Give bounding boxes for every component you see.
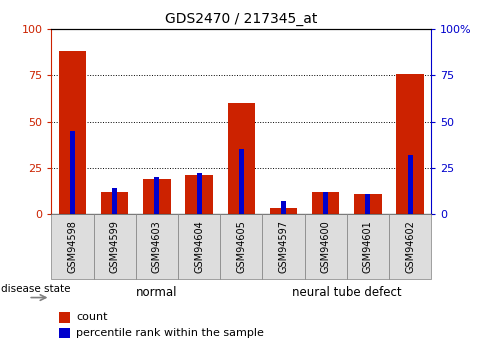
- Bar: [112, 188, 117, 214]
- Text: GSM94598: GSM94598: [68, 220, 77, 273]
- Bar: [323, 192, 328, 214]
- FancyBboxPatch shape: [305, 214, 347, 279]
- Text: GSM94601: GSM94601: [363, 220, 373, 273]
- Bar: [396, 73, 424, 214]
- Text: GSM94599: GSM94599: [110, 220, 120, 273]
- Text: percentile rank within the sample: percentile rank within the sample: [76, 328, 264, 338]
- FancyBboxPatch shape: [220, 214, 263, 279]
- Bar: [185, 175, 213, 214]
- Bar: [312, 192, 340, 214]
- Bar: [366, 194, 370, 214]
- FancyBboxPatch shape: [389, 214, 431, 279]
- Bar: [59, 51, 86, 214]
- Bar: [154, 177, 159, 214]
- Bar: [70, 131, 75, 214]
- FancyBboxPatch shape: [94, 214, 136, 279]
- FancyBboxPatch shape: [136, 214, 178, 279]
- Bar: [196, 173, 202, 214]
- Title: GDS2470 / 217345_at: GDS2470 / 217345_at: [165, 11, 318, 26]
- FancyBboxPatch shape: [347, 214, 389, 279]
- Bar: [59, 328, 71, 338]
- FancyBboxPatch shape: [263, 214, 305, 279]
- Bar: [101, 192, 128, 214]
- Text: normal: normal: [136, 286, 178, 299]
- Bar: [59, 312, 71, 323]
- Text: disease state: disease state: [1, 284, 71, 294]
- Bar: [281, 201, 286, 214]
- Text: GSM94603: GSM94603: [152, 220, 162, 273]
- Text: GSM94605: GSM94605: [236, 220, 246, 273]
- Text: GSM94602: GSM94602: [405, 220, 415, 273]
- Text: GSM94597: GSM94597: [278, 220, 289, 273]
- Bar: [143, 179, 171, 214]
- Bar: [239, 149, 244, 214]
- Text: GSM94604: GSM94604: [194, 220, 204, 273]
- Bar: [228, 103, 255, 214]
- Text: GSM94600: GSM94600: [321, 220, 331, 273]
- Bar: [408, 155, 413, 214]
- Bar: [354, 194, 382, 214]
- Bar: [270, 208, 297, 214]
- Text: count: count: [76, 312, 108, 322]
- FancyBboxPatch shape: [51, 214, 94, 279]
- FancyBboxPatch shape: [178, 214, 220, 279]
- Text: neural tube defect: neural tube defect: [292, 286, 402, 299]
